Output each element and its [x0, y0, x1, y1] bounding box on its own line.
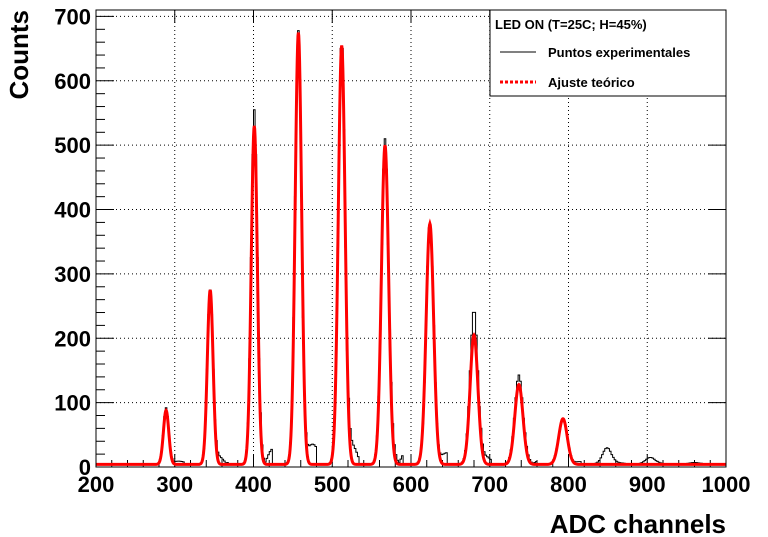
x-tick-label: 300: [156, 472, 193, 497]
plot-frame-top: [95, 9, 727, 468]
x-tick-label: 600: [393, 472, 430, 497]
legend-label-data: Puntos experimentales: [548, 45, 690, 60]
x-tick-label: 200: [78, 472, 115, 497]
legend: LED ON (T=25C; H=45%) Puntos experimenta…: [489, 9, 727, 97]
legend-label-fit: Ajuste teórico: [548, 75, 635, 90]
y-tick-label: 700: [54, 4, 91, 29]
legend-box: [489, 9, 727, 97]
x-tick-label: 900: [629, 472, 666, 497]
y-tick-label: 0: [79, 455, 91, 480]
y-tick-label: 300: [54, 262, 91, 287]
legend-title: LED ON (T=25C; H=45%): [495, 17, 647, 32]
y-tick-label: 100: [54, 391, 91, 416]
x-tick-label: 500: [314, 472, 351, 497]
x-axis-title: ADC channels: [550, 509, 726, 537]
x-tick-labels: 200 300 400 500 600 700 800 900 1000: [78, 472, 751, 497]
y-tick-label: 400: [54, 198, 91, 223]
y-tick-labels: 0 100 200 300 400 500 600 700: [54, 4, 91, 480]
x-tick-label: 800: [550, 472, 587, 497]
x-tick-label: 400: [235, 472, 272, 497]
y-axis-title: Counts: [4, 10, 34, 100]
series-fit: [96, 32, 726, 466]
y-tick-label: 200: [54, 326, 91, 351]
x-tick-label: 1000: [702, 472, 751, 497]
x-tick-label: 700: [471, 472, 508, 497]
y-tick-label: 500: [54, 133, 91, 158]
y-tick-label: 600: [54, 69, 91, 94]
